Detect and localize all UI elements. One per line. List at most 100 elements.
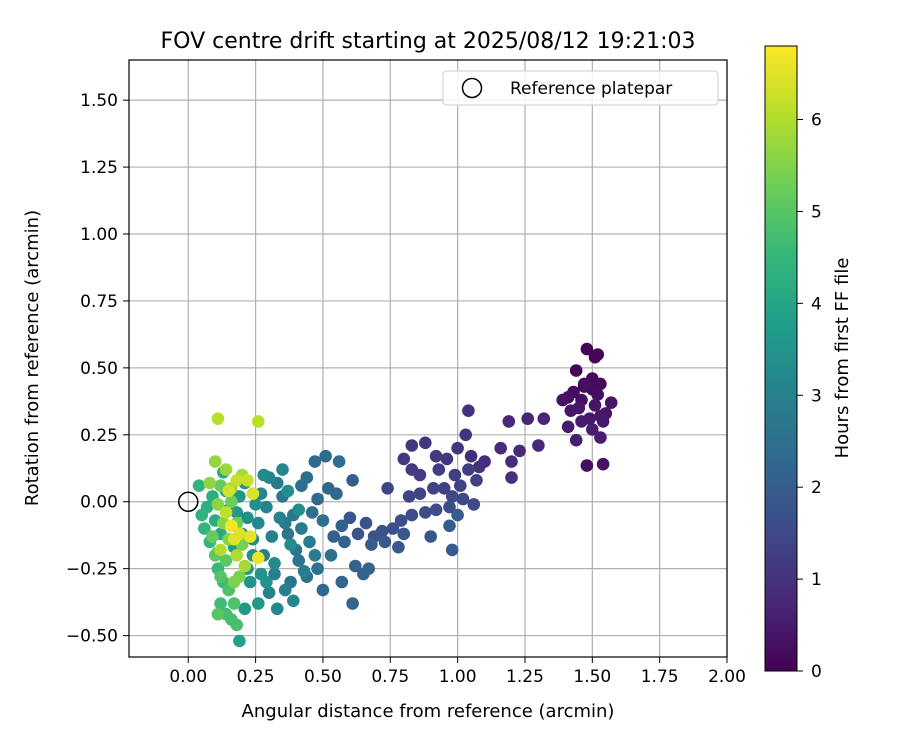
scatter-point <box>308 549 322 562</box>
y-tick-label: 0.75 <box>80 292 118 312</box>
y-tick-label: −0.25 <box>66 560 118 580</box>
y-tick-label: 0.50 <box>80 359 118 379</box>
scatter-point <box>230 549 243 562</box>
reference-platepar-marker <box>178 491 199 512</box>
scatter-point <box>392 540 405 554</box>
x-axis-ticks: 0.00 0.25 0.50 0.75 1.00 1.25 1.50 1.75 2.00 <box>169 657 746 687</box>
scatter-point <box>251 516 265 530</box>
scatter-point <box>405 439 419 452</box>
scatter-point <box>537 412 551 426</box>
scatter-point <box>208 455 222 468</box>
scatter-point <box>327 530 341 543</box>
scatter-point <box>332 455 346 468</box>
scatter-point <box>580 459 594 472</box>
scatter-point <box>303 535 316 549</box>
colorbar-ticks: 0 1 2 3 4 5 6 <box>797 111 822 682</box>
scatter-point <box>305 506 319 519</box>
scatter-point <box>227 597 241 610</box>
legend-open-circle-marker <box>461 77 483 99</box>
x-tick-label: 2.00 <box>708 667 746 687</box>
y-tick-label: 1.50 <box>80 91 118 111</box>
scatter-point <box>440 452 454 466</box>
y-tick-label: 1.25 <box>80 158 118 178</box>
colorbar-tick-label: 2 <box>811 478 822 498</box>
scatter-point <box>362 562 376 575</box>
scatter-point <box>292 503 306 517</box>
scatter-point <box>445 490 459 503</box>
scatter-point <box>346 474 359 487</box>
y-tick-label: 0.00 <box>80 493 118 513</box>
scatter-point <box>427 482 440 495</box>
scatter-point <box>238 559 252 573</box>
scatter-point <box>203 476 217 490</box>
scatter-point <box>456 492 470 506</box>
scatter-point <box>451 441 464 455</box>
scatter-point <box>292 554 306 567</box>
scatter-point <box>467 498 481 511</box>
scatter-point <box>343 511 357 525</box>
scatter-point <box>214 570 227 583</box>
y-axis-label: Rotation from reference (arcmin) <box>22 210 43 506</box>
scatter-point <box>397 452 411 466</box>
scatter-point <box>386 522 400 535</box>
scatter-point <box>257 468 271 482</box>
scatter-point <box>278 583 292 597</box>
scatter-point <box>556 393 569 407</box>
scatter-point <box>287 594 300 608</box>
scatter-point <box>459 428 473 442</box>
scatter-point <box>378 535 392 549</box>
scatter-point <box>381 482 394 495</box>
x-axis-label: Angular distance from reference (arcmin) <box>242 701 615 722</box>
scatter-point <box>192 479 206 493</box>
scatter-point <box>233 634 246 648</box>
colorbar-tick-label: 3 <box>811 386 822 406</box>
scatter-point <box>472 460 486 474</box>
x-tick-label: 1.75 <box>641 667 679 687</box>
scatter-point <box>260 575 273 589</box>
scatter-point <box>322 482 335 495</box>
scatter-point <box>419 506 432 519</box>
plot-frame <box>128 59 728 658</box>
y-tick-label: 1.00 <box>80 225 118 245</box>
scatter-point <box>206 530 219 543</box>
x-tick-label: 1.25 <box>506 667 544 687</box>
scatter-point <box>211 412 225 426</box>
scatter-point <box>413 487 427 501</box>
scatter-point <box>591 348 604 361</box>
legend-box <box>442 70 719 106</box>
scatter-point <box>251 415 265 428</box>
scatter-point <box>268 557 281 570</box>
scatter-point <box>227 532 241 546</box>
scatter-point <box>195 508 208 522</box>
scatter-point <box>335 519 349 533</box>
scatter-point <box>577 377 591 391</box>
scatter-point <box>432 463 446 476</box>
scatter-point <box>443 519 456 533</box>
scatter-point <box>443 500 456 514</box>
colorbar: 0 1 2 3 4 5 6 Hours from first FF file <box>764 45 853 682</box>
scatter-point <box>243 530 257 543</box>
scatter-point <box>405 508 419 522</box>
scatter-point <box>222 484 235 498</box>
scatter-point <box>335 575 349 589</box>
scatter-point <box>281 484 295 498</box>
scatter-point <box>241 511 254 525</box>
scatter-point <box>295 522 308 535</box>
legend: Reference platepar <box>442 70 719 106</box>
scatter-point <box>464 449 478 463</box>
scatter-point <box>219 463 233 476</box>
scatter-point <box>262 586 276 599</box>
scatter-point <box>270 602 284 616</box>
scatter-point <box>349 559 362 573</box>
scatter-point <box>214 597 227 610</box>
scatter-point <box>219 506 233 519</box>
scatter-point <box>230 618 243 632</box>
scatter-point <box>227 575 241 589</box>
scatter-point <box>225 495 238 509</box>
scatter-point <box>596 457 610 471</box>
scatter-point <box>311 562 324 575</box>
scatter-point <box>462 404 475 418</box>
x-tick-label: 0.75 <box>371 667 409 687</box>
scatter-point <box>243 575 257 589</box>
